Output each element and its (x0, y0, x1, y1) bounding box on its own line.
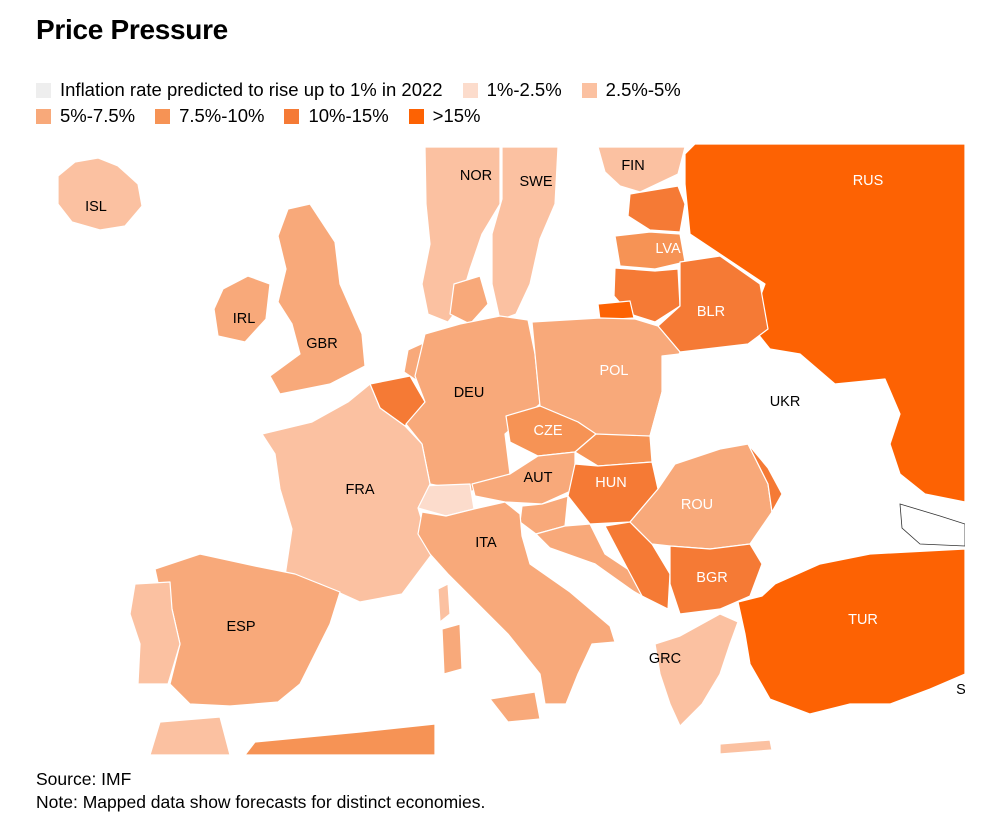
country-slovakia (574, 433, 653, 467)
label-s-partial: S (956, 682, 965, 698)
legend-swatch (581, 82, 597, 98)
legend-label: 5%-7.5% (60, 105, 136, 126)
region-caucasus-outline (899, 503, 965, 547)
label-isl: ISL (85, 199, 107, 215)
legend-item-2-5-5: 2.5%-5% (581, 77, 681, 103)
legend-item-10-15: 10%-15% (284, 103, 389, 129)
country-portugal (129, 581, 181, 685)
country-turkey (737, 548, 965, 715)
label-ukr: UKR (770, 394, 801, 410)
footer: Source: IMF Note: Mapped data show forec… (36, 768, 485, 814)
label-fin: FIN (621, 158, 644, 174)
legend-item-up-to-1: Inflation rate predicted to rise up to 1… (36, 77, 443, 103)
country-north-africa-east (244, 723, 436, 755)
legend-swatch (36, 108, 51, 124)
country-sweden (491, 146, 559, 321)
country-kaliningrad (597, 300, 635, 321)
legend-swatch (462, 82, 478, 98)
legend-label: >15% (432, 105, 481, 126)
country-sardinia (441, 623, 463, 675)
country-cyprus (874, 713, 906, 730)
label-hun: HUN (595, 475, 626, 491)
legend-row-2: 5%-7.5% 7.5%-10% 10%-15% >15% (36, 103, 966, 129)
country-ireland (213, 275, 271, 343)
country-corsica (437, 583, 451, 623)
legend-label: Inflation rate predicted to rise up to 1… (60, 79, 443, 100)
legend-swatch (36, 82, 51, 98)
label-bgr: BGR (696, 570, 727, 586)
country-denmark (449, 275, 489, 325)
country-sicily (489, 691, 541, 723)
label-aut: AUT (524, 470, 553, 486)
country-crete (719, 739, 773, 755)
legend-item-5-7-5: 5%-7.5% (36, 103, 135, 129)
country-crimea (819, 495, 861, 527)
legend-label: 1%-2.5% (486, 79, 562, 100)
label-swe: SWE (519, 174, 552, 190)
label-deu: DEU (454, 385, 485, 401)
country-north-africa-west (149, 716, 231, 755)
label-pol: POL (599, 363, 628, 379)
label-rou: ROU (681, 497, 713, 513)
country-greece (654, 613, 739, 727)
label-nor: NOR (460, 168, 492, 184)
label-cze: CZE (534, 423, 563, 439)
label-irl: IRL (233, 311, 256, 327)
label-fra: FRA (346, 482, 375, 498)
legend-item-1-2-5: 1%-2.5% (462, 77, 562, 103)
country-bosnia (559, 553, 621, 607)
label-ita: ITA (475, 535, 497, 551)
legend-label: 10%-15% (308, 105, 389, 126)
country-great-britain (269, 203, 366, 395)
label-lva: LVA (655, 241, 681, 257)
country-bulgaria (669, 543, 763, 615)
label-esp: ESP (226, 619, 255, 635)
legend-row-1: Inflation rate predicted to rise up to 1… (36, 77, 966, 103)
label-gbr: GBR (306, 336, 337, 352)
methodology-note: Note: Mapped data show forecasts for dis… (36, 792, 486, 812)
country-estonia (627, 185, 686, 233)
legend-item-over-15: >15% (408, 103, 481, 129)
legend-label: 7.5%-10% (179, 105, 265, 126)
legend-label: 2.5%-5% (605, 79, 681, 100)
legend-swatch (155, 108, 171, 124)
legend-swatch (284, 108, 300, 124)
label-blr: BLR (697, 304, 725, 320)
chart-title: Price Pressure (36, 14, 228, 45)
europe-inflation-map: ISL NOR SWE FIN RUS IRL GBR LVA BLR DEU … (57, 144, 965, 755)
label-grc: GRC (649, 651, 681, 667)
legend: Inflation rate predicted to rise up to 1… (36, 77, 966, 129)
country-moldova (747, 443, 783, 513)
source-note: Source: IMF (36, 769, 132, 789)
legend-swatch (408, 108, 424, 124)
country-romania (629, 443, 773, 550)
country-italy (417, 501, 616, 705)
country-belarus (657, 255, 769, 353)
label-tur: TUR (848, 612, 878, 628)
country-ukraine (649, 345, 901, 493)
label-rus: RUS (853, 173, 884, 189)
country-iceland (57, 157, 143, 231)
legend-item-7-5-10: 7.5%-10% (155, 103, 264, 129)
